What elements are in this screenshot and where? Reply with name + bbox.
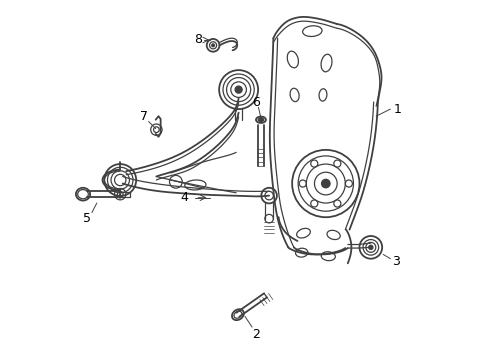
Text: 5: 5 <box>83 212 91 225</box>
Text: 4: 4 <box>181 191 189 204</box>
Text: 3: 3 <box>392 255 399 268</box>
Circle shape <box>235 86 242 93</box>
Text: 1: 1 <box>393 103 401 116</box>
Circle shape <box>212 44 215 47</box>
Text: 2: 2 <box>252 328 260 341</box>
Text: 8: 8 <box>194 33 202 46</box>
Text: 7: 7 <box>140 110 148 123</box>
Circle shape <box>368 245 373 249</box>
Text: 6: 6 <box>252 95 260 108</box>
Circle shape <box>321 179 330 188</box>
Circle shape <box>259 118 263 122</box>
